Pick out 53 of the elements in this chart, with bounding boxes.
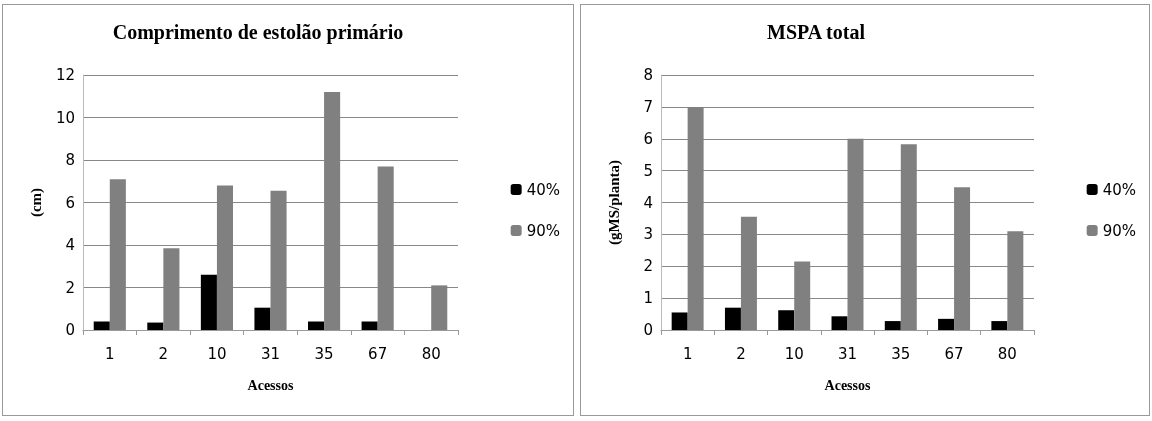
y-axis-title: (cm) [27, 187, 45, 218]
x-tick-label: 2 [736, 344, 746, 363]
y-tick-label: 4 [643, 193, 653, 212]
x-tick-label: 31 [837, 344, 858, 363]
x-tick-label: 67 [368, 344, 388, 363]
bar [778, 310, 795, 330]
bar [308, 321, 325, 330]
x-tick-label: 80 [421, 344, 441, 363]
chart-title: MSPA total [767, 21, 866, 43]
x-tick-label: 1 [682, 344, 693, 363]
y-tick-label: 6 [643, 129, 653, 148]
y-tick-label: 10 [55, 108, 75, 127]
y-tick-label: 4 [65, 236, 75, 254]
y-tick-label: 12 [55, 66, 75, 84]
bar [147, 322, 164, 330]
legend-label: 90% [1102, 221, 1136, 240]
x-axis-title: Acessos [247, 377, 294, 393]
chart-title: Comprimento de estolão primário [112, 21, 404, 44]
y-tick-label: 2 [65, 278, 75, 297]
y-tick-label: 3 [643, 225, 653, 244]
legend-label: 40% [526, 180, 560, 199]
bar [724, 307, 741, 330]
bar [884, 321, 901, 330]
y-tick-label: 1 [643, 289, 653, 308]
x-tick-label: 35 [314, 344, 334, 363]
y-tick-label: 8 [643, 66, 653, 84]
x-tick-label: 80 [997, 344, 1017, 363]
bar [254, 307, 271, 330]
y-tick-label: 5 [643, 161, 653, 180]
x-axis-title: Acessos [824, 377, 871, 393]
y-tick-label: 0 [643, 321, 653, 339]
x-tick-label: 31 [260, 344, 281, 363]
bar [361, 321, 378, 330]
bar [991, 321, 1008, 330]
bar [671, 312, 688, 330]
x-tick-label: 2 [158, 344, 169, 363]
x-tick-label: 1 [105, 344, 115, 363]
x-tick-label: 10 [784, 344, 804, 363]
x-tick-label: 10 [207, 344, 227, 363]
legend-label: 90% [526, 221, 560, 240]
bar [200, 274, 217, 330]
y-tick-label: 0 [65, 321, 75, 339]
x-tick-label: 67 [944, 344, 964, 363]
x-tick-label: 35 [891, 344, 911, 363]
y-tick-label: 7 [643, 97, 653, 116]
y-tick-label: 6 [65, 193, 75, 212]
y-tick-label: 2 [643, 257, 653, 276]
y-tick-label: 8 [65, 151, 75, 169]
bar [831, 316, 848, 330]
bar [938, 318, 955, 330]
bar [93, 321, 110, 330]
y-axis-title: (gMS/planta) [605, 159, 623, 246]
legend-label: 40% [1102, 180, 1136, 199]
